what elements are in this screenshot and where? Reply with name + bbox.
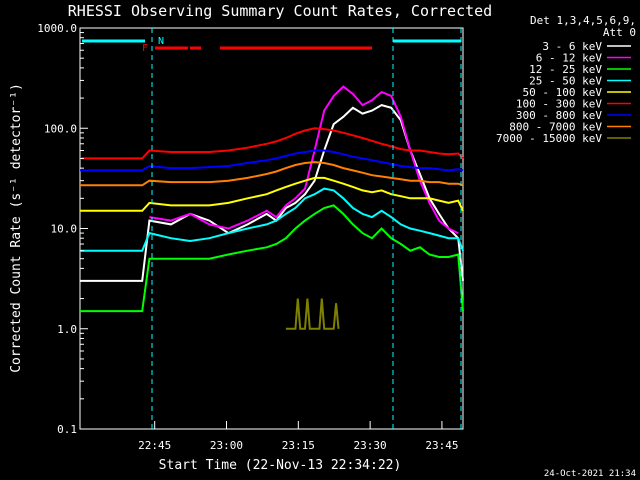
y-tick-label: 100.0 [44,122,77,135]
chart-title: RHESSI Observing Summary Count Rates, Co… [68,2,492,20]
series-line-1 [149,85,459,235]
legend-label: 25 - 50 keV [529,75,602,88]
x-tick-label: 22:45 [138,439,171,452]
attenuator-flag-n: N [158,36,164,47]
attenuator-flag-f: F [142,43,148,54]
legend-header-line-1: Det 1,3,4,5,6,9, [530,14,636,27]
series-line-5 [80,127,464,160]
axis-layer: 0.1 1.0 10.0 100.0 1000.0 22:45 23:00 23:15 23:3… [37,22,458,452]
legend-label: 800 - 7000 keV [509,121,602,134]
legend-label: 6 - 12 keV [536,52,603,65]
y-tick-label: 0.1 [57,423,77,436]
series-line-6 [80,149,464,172]
legend-label: 12 - 25 keV [529,63,602,76]
series-layer [80,85,464,330]
legend-label: 3 - 6 keV [542,40,602,53]
legend-label: 7000 - 15000 keV [496,132,602,145]
legend-header-line-2: Att 0 [603,26,636,39]
y-tick-label: 10.0 [51,223,78,236]
plot-frame [79,27,464,430]
legend-label: 50 - 100 keV [523,86,603,99]
x-tick-label: 23:45 [425,439,458,452]
x-tick-label: 23:15 [282,439,315,452]
legend-label: 100 - 300 keV [516,98,602,111]
series-line-0 [80,104,464,282]
series-line-2 [80,204,464,313]
series-line-8 [285,298,340,330]
x-tick-label: 23:00 [210,439,243,452]
series-line-3 [80,187,464,252]
y-tick-label: 1000.0 [37,22,77,35]
series-line-7 [80,161,464,187]
series-line-4 [80,176,464,212]
legend-label: 300 - 800 keV [516,109,602,122]
attenuator-layer: NF [82,28,462,429]
timestamp: 24-Oct-2021 21:34 [544,469,636,479]
x-axis-label: Start Time (22-Nov-13 22:34:22) [159,458,402,473]
x-tick-label: 23:30 [354,439,387,452]
y-axis-label: Corrected Count Rate (s⁻¹ detector⁻¹) [9,83,24,373]
y-tick-label: 1.0 [57,323,77,336]
